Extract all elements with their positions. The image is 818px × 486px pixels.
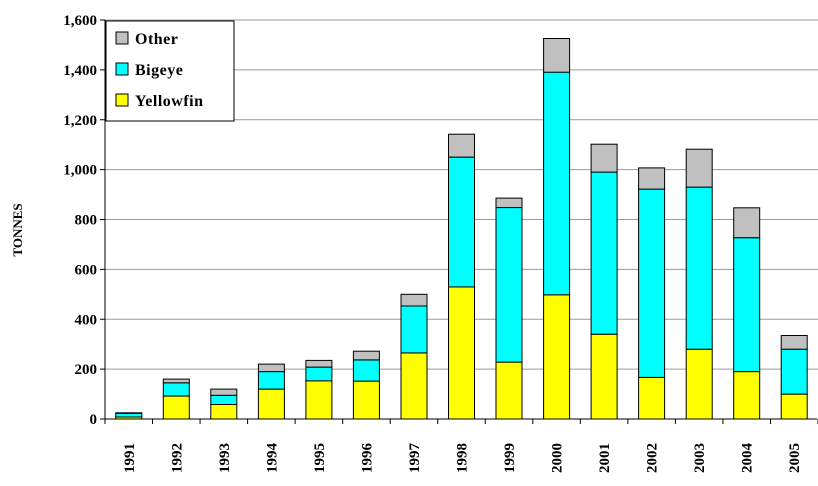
x-tick-label-1999: 1999 — [502, 443, 518, 473]
y-tick-label-400: 400 — [75, 312, 98, 328]
x-tick-label-1994: 1994 — [264, 443, 280, 474]
bar-other-2000 — [544, 39, 570, 73]
x-tick-label-2004: 2004 — [740, 443, 756, 474]
y-tick-label-0: 0 — [90, 412, 98, 428]
bar-other-1996 — [353, 351, 379, 360]
legend-label-yellowfin: Yellowfin — [135, 93, 204, 110]
bar-other-1997 — [401, 294, 427, 306]
y-tick-label-800: 800 — [75, 213, 98, 229]
y-tick-labels: 0 200 400 600 800 1,000 1,200 1,400 1,600 — [63, 13, 105, 428]
y-axis-label: TONNES — [10, 203, 25, 256]
bar-yellowfin-2004 — [734, 372, 760, 419]
legend-swatch-other — [116, 32, 128, 44]
x-tick-label-1992: 1992 — [169, 443, 185, 473]
bar-bigeye-1991 — [116, 413, 142, 417]
bar-yellowfin-2002 — [639, 377, 665, 419]
bar-bigeye-2004 — [734, 238, 760, 372]
y-tick-label-1400: 1,400 — [63, 63, 97, 79]
x-tick-label-2000: 2000 — [550, 443, 566, 473]
bar-yellowfin-1999 — [496, 362, 522, 419]
legend: Other Bigeye Yellowfin — [106, 21, 234, 121]
x-tick-label-1996: 1996 — [359, 443, 375, 474]
bar-other-2005 — [781, 336, 807, 350]
bar-yellowfin-1995 — [306, 381, 332, 419]
legend-swatch-bigeye — [116, 63, 128, 75]
bar-other-1991 — [116, 413, 142, 414]
bar-other-2001 — [591, 144, 617, 172]
x-tick-label-2002: 2002 — [645, 443, 661, 473]
x-tick-label-1995: 1995 — [312, 443, 328, 473]
bar-yellowfin-1994 — [258, 389, 284, 419]
bar-bigeye-2000 — [544, 72, 570, 295]
x-tick-label-1993: 1993 — [217, 443, 233, 473]
bar-yellowfin-1998 — [449, 287, 475, 419]
bar-other-1993 — [211, 389, 237, 395]
bar-bigeye-2003 — [686, 187, 712, 349]
x-tick-label-1998: 1998 — [455, 443, 471, 473]
y-tick-label-1200: 1,200 — [63, 113, 97, 129]
legend-label-other: Other — [135, 31, 178, 48]
bar-yellowfin-2001 — [591, 334, 617, 419]
x-tick-label-1991: 1991 — [122, 443, 138, 473]
bar-yellowfin-2003 — [686, 349, 712, 419]
bar-other-1992 — [163, 379, 189, 383]
bar-bigeye-1996 — [353, 360, 379, 381]
x-tick-label-1997: 1997 — [407, 443, 423, 474]
bar-bigeye-1997 — [401, 306, 427, 353]
bar-other-2003 — [686, 149, 712, 187]
bar-yellowfin-1993 — [211, 405, 237, 420]
bar-other-1994 — [258, 364, 284, 372]
bar-bigeye-1992 — [163, 383, 189, 396]
bar-other-1995 — [306, 360, 332, 367]
bar-yellowfin-1992 — [163, 396, 189, 419]
bar-other-1999 — [496, 198, 522, 208]
bar-yellowfin-1996 — [353, 381, 379, 419]
y-tick-label-1600: 1,600 — [63, 13, 97, 29]
bar-bigeye-1998 — [449, 157, 475, 287]
y-tick-label-200: 200 — [75, 362, 98, 378]
bar-other-2004 — [734, 208, 760, 238]
bar-bigeye-2005 — [781, 349, 807, 394]
bar-yellowfin-2000 — [544, 295, 570, 419]
bar-yellowfin-2005 — [781, 394, 807, 419]
y-tick-label-1000: 1,000 — [63, 163, 97, 179]
bar-yellowfin-1997 — [401, 353, 427, 419]
x-tick-label-2005: 2005 — [787, 443, 803, 473]
x-tick-label-2003: 2003 — [692, 443, 708, 473]
x-tick-label-2001: 2001 — [597, 443, 613, 473]
bar-other-1998 — [449, 134, 475, 157]
bar-bigeye-2001 — [591, 172, 617, 334]
bar-other-2002 — [639, 168, 665, 189]
x-tick-labels: 1991 1992 1993 1994 1995 1996 1997 1998 1999 2000… — [105, 419, 818, 473]
bar-bigeye-1994 — [258, 372, 284, 390]
bar-bigeye-1993 — [211, 395, 237, 404]
y-tick-label-600: 600 — [75, 262, 98, 278]
bar-bigeye-1995 — [306, 367, 332, 381]
bar-bigeye-2002 — [639, 189, 665, 377]
legend-label-bigeye: Bigeye — [135, 62, 183, 79]
legend-swatch-yellowfin — [116, 94, 128, 106]
bar-bigeye-1999 — [496, 208, 522, 363]
